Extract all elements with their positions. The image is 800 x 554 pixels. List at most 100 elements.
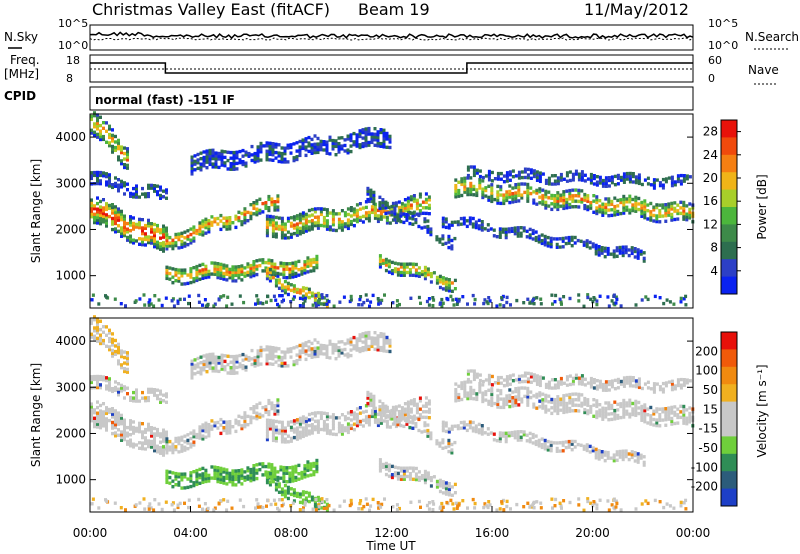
power-cell [400, 204, 404, 209]
power-cell [90, 203, 93, 208]
velocity-cell [174, 439, 178, 443]
velocity-cell [217, 358, 221, 362]
velocity-cell [178, 501, 182, 506]
velocity-cell [447, 441, 451, 445]
power-cell [138, 226, 141, 230]
velocity-cell [417, 470, 421, 474]
power-cell [688, 202, 692, 206]
power-cell [532, 190, 536, 194]
velocity-cell [190, 365, 194, 369]
power-cell [205, 157, 209, 162]
power-cell [571, 175, 575, 179]
power-cell [99, 170, 102, 175]
velocity-cell [625, 381, 629, 385]
velocity-cell [367, 336, 371, 340]
power-cell [201, 273, 205, 278]
velocity-cell [379, 334, 383, 339]
power-cell [180, 239, 184, 244]
velocity-cell [457, 384, 461, 388]
power-cell [189, 232, 193, 237]
velocity-cell [634, 410, 638, 415]
power-cell [280, 283, 284, 287]
power-cell [126, 166, 129, 170]
power-cell [180, 231, 184, 235]
velocity-cell [111, 412, 114, 416]
velocity-cell [171, 479, 175, 483]
power-cell [417, 266, 421, 270]
velocity-cell [631, 412, 635, 417]
power-cell [414, 268, 418, 272]
power-cell [673, 180, 677, 184]
velocity-cell [346, 430, 350, 435]
power-cell [535, 178, 539, 182]
power-cell [208, 148, 212, 153]
velocity-cell [619, 415, 623, 420]
velocity-cell [102, 418, 105, 423]
power-cell [96, 132, 99, 137]
power-cell [658, 296, 662, 300]
power-cell [414, 218, 418, 222]
velocity-cell [565, 401, 569, 406]
velocity-cell [670, 382, 674, 386]
velocity-cell [288, 477, 292, 481]
velocity-cell [265, 348, 269, 352]
velocity-cell [280, 361, 284, 365]
velocity-cell [213, 468, 217, 472]
velocity-cell [349, 340, 353, 344]
velocity-cell [409, 410, 413, 414]
velocity-cell [556, 403, 560, 407]
power-cell [615, 249, 619, 253]
velocity-cell [688, 379, 692, 383]
power-cell [474, 223, 478, 227]
velocity-cell [535, 379, 539, 384]
power-cell [382, 139, 386, 144]
velocity-cell [144, 399, 147, 403]
velocity-cell [469, 396, 473, 401]
velocity-cell [382, 335, 386, 339]
velocity-cell [688, 420, 692, 424]
power-cell [520, 193, 524, 197]
power-cell [514, 194, 518, 198]
velocity-cell [487, 399, 491, 404]
power-cell [342, 295, 346, 299]
power-cell [676, 217, 680, 221]
power-cell [189, 272, 193, 276]
power-cell [123, 163, 126, 167]
velocity-cell [228, 480, 232, 484]
power-cell [97, 302, 101, 306]
power-cell [198, 221, 202, 225]
power-cell [682, 203, 686, 207]
power-cell [583, 195, 587, 200]
power-cell [168, 235, 172, 240]
power-cell [300, 269, 304, 273]
velocity-cell [138, 446, 141, 450]
power-cell [529, 186, 533, 190]
power-cell [237, 276, 241, 280]
velocity-cell [337, 354, 341, 358]
power-cell [234, 273, 238, 277]
velocity-cell [235, 354, 239, 358]
velocity-cell [288, 474, 292, 478]
power-cell [643, 207, 647, 212]
power-cell [402, 268, 406, 272]
power-cell [277, 224, 281, 229]
velocity-cell [364, 420, 368, 425]
power-cell [670, 201, 674, 206]
velocity-cell [90, 332, 93, 336]
velocity-cell [189, 442, 193, 446]
power-cell [294, 266, 298, 270]
power-cell [295, 222, 299, 226]
power-cell [126, 221, 129, 226]
velocity-cell [313, 354, 317, 359]
power-cell [340, 220, 344, 224]
velocity-cell [607, 382, 611, 387]
velocity-cell [450, 493, 454, 497]
velocity-cell [105, 344, 108, 348]
power-cell [310, 291, 314, 295]
power-cell [469, 181, 473, 186]
velocity-cell [301, 434, 305, 439]
power-cell [120, 229, 123, 233]
power-cell [213, 267, 217, 271]
power-cell [289, 151, 293, 155]
velocity-cell [132, 399, 135, 403]
